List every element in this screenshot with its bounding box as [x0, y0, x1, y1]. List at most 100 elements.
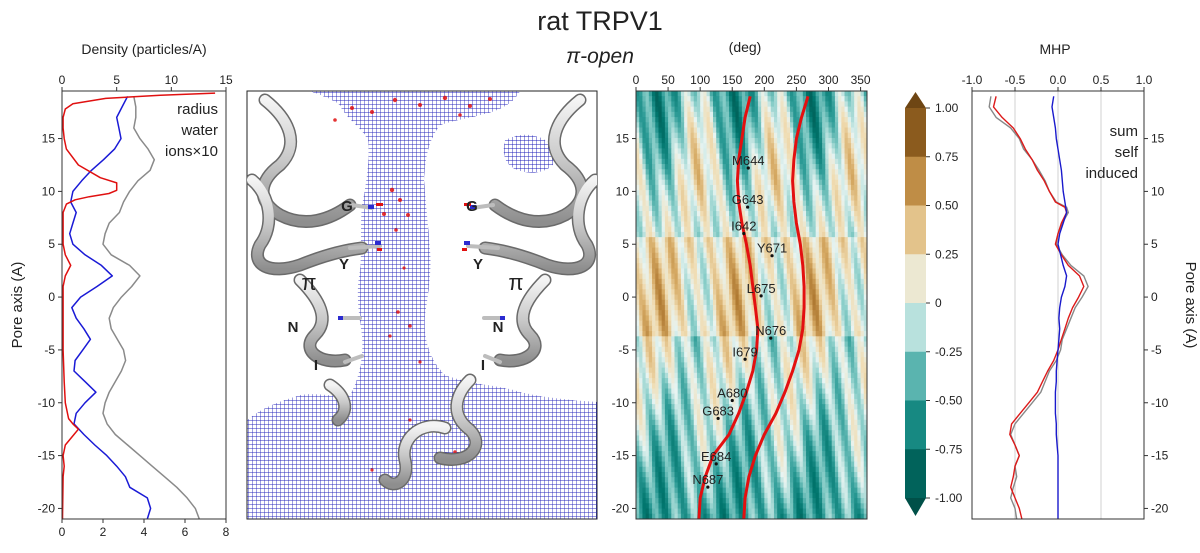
heatmap-cell [732, 367, 737, 374]
heatmap-cell [684, 231, 688, 238]
heatmap-cell [713, 409, 717, 416]
heatmap-cell [777, 195, 781, 202]
heatmap-cell [719, 331, 724, 337]
heatmap-cell [777, 331, 781, 337]
heatmap-cell [738, 331, 743, 337]
heatmap-cell [696, 278, 701, 285]
heatmap-cell [786, 226, 791, 233]
heatmap-cell [828, 398, 833, 405]
heatmap-cell [857, 268, 862, 275]
heatmap-cell [780, 299, 785, 306]
heatmap-cell [799, 310, 804, 317]
heatmap-cell [741, 216, 746, 223]
heatmap-cell [767, 169, 772, 176]
heatmap-cell [825, 315, 830, 322]
heatmap-cell [860, 263, 865, 270]
heatmap-cell [773, 336, 778, 343]
heatmap-cell [850, 184, 855, 191]
heatmap-cell [860, 294, 865, 301]
heatmap-cell [863, 143, 867, 150]
heatmap-cell [684, 101, 688, 108]
heatmap-cell [741, 440, 746, 447]
heatmap-cell [729, 435, 733, 442]
heatmap-cell [847, 221, 852, 228]
heatmap-cell [741, 430, 746, 437]
heatmap-cell [796, 216, 801, 223]
heatmap-cell [700, 341, 704, 348]
heatmap-cell [716, 325, 721, 332]
heatmap-cell [700, 398, 704, 405]
heatmap-cell [825, 404, 830, 410]
heatmap-cell [815, 169, 820, 176]
heatmap-cell [706, 221, 711, 228]
heatmap-cell [773, 200, 778, 207]
heatmap-cell [713, 315, 717, 322]
heatmap-cell [773, 299, 778, 306]
heatmap-cell [770, 331, 775, 337]
heatmap-cell [831, 351, 836, 358]
heatmap-cell [719, 132, 724, 139]
heatmap-cell [770, 404, 775, 410]
heatmap-cell [722, 440, 727, 447]
heatmap-cell [661, 242, 666, 249]
heatmap-cell [684, 440, 688, 447]
heatmap-cell [796, 117, 801, 123]
heatmap-cell [751, 106, 756, 113]
heatmap-cell [780, 111, 785, 118]
heatmap-cell [648, 226, 653, 233]
heatmap-cell [857, 111, 862, 118]
heatmap-cell [684, 252, 688, 259]
heatmap-cell [764, 315, 769, 322]
heatmap-cell [690, 221, 695, 228]
heatmap-cell [709, 419, 714, 426]
heatmap-cell [793, 122, 798, 129]
heatmap-cell [713, 195, 717, 202]
heatmap-cell [790, 148, 794, 155]
heatmap-cell [719, 242, 724, 249]
heatmap-cell [761, 398, 765, 405]
heatmap-cell [854, 132, 858, 139]
heatmap-cell [719, 263, 724, 270]
heatmap-cell [751, 320, 756, 327]
heatmap-cell [645, 320, 650, 327]
heatmap-cell [690, 122, 695, 129]
heatmap-cell [732, 132, 737, 139]
heatmap-cell [719, 205, 724, 212]
heatmap-cell [732, 331, 737, 337]
heatmap-cell [664, 174, 669, 181]
heatmap-cell [655, 252, 660, 259]
heatmap-cell [790, 289, 794, 296]
heatmap-cell [844, 331, 849, 337]
heatmap-cell [847, 127, 852, 134]
heatmap-cell [767, 132, 772, 139]
heatmap-cell [777, 143, 781, 150]
heatmap-cell [786, 153, 791, 160]
heatmap-cell [860, 357, 865, 364]
heatmap-cell [757, 106, 762, 113]
heatmap-cell [799, 211, 804, 217]
heatmap-cell [770, 164, 775, 170]
heatmap-cell [818, 231, 823, 238]
heatmap-cell [693, 351, 698, 358]
heatmap-cell [661, 263, 666, 270]
heatmap-cell [700, 409, 704, 416]
heatmap-cell [793, 336, 798, 343]
heatmap-cell [850, 252, 855, 259]
heatmap-cell [738, 158, 743, 165]
heatmap-cell [706, 315, 711, 322]
heatmap-cell [818, 268, 823, 275]
heatmap-cell [790, 226, 794, 233]
heatmap-cell [722, 174, 727, 181]
heatmap-cell [677, 367, 682, 374]
heatmap-cell [636, 414, 640, 421]
heatmap-cell [764, 91, 769, 97]
heatmap-cell [770, 211, 775, 217]
heatmap-cell [838, 383, 842, 390]
heatmap-cell [713, 117, 717, 123]
heatmap-cell [834, 425, 839, 431]
heatmap-cell [770, 409, 775, 416]
heatmap-cell [722, 419, 727, 426]
heatmap-cell [818, 393, 823, 400]
heatmap-cell [806, 258, 810, 264]
heatmap-cell [761, 331, 765, 337]
